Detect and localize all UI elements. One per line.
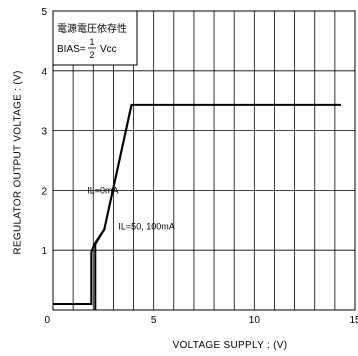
legend-title: 電源電圧依存性 <box>57 22 127 35</box>
x-tick-label: 5 <box>151 315 157 326</box>
y-tick-label: 3 <box>41 127 47 138</box>
legend-frac-den: 2 <box>89 50 94 60</box>
y-tick-label: 4 <box>41 67 47 78</box>
x-tick-label: 0 <box>44 315 50 326</box>
y-tick-label: 2 <box>41 186 47 197</box>
y-tick-label: 1 <box>41 246 47 257</box>
grid <box>53 11 355 310</box>
legend-box-frame <box>52 10 138 66</box>
plot-frame <box>52 10 356 311</box>
y-axis-label: REGULATOR OUTPUT VOLTAGE : (V) <box>13 70 24 254</box>
series-line <box>94 104 133 310</box>
x-tick-label: 15 <box>349 315 358 326</box>
legend-frac-num: 1 <box>89 37 94 47</box>
x-axis-label: VOLTAGE SUPPLY : (V) <box>173 340 288 351</box>
legend-bias-suffix: Vcc <box>100 44 117 55</box>
tick-labels: 0 5 10 15 5 4 3 2 1 <box>41 7 358 326</box>
legend-box: 電源電圧依存性 BIAS= 1 2 Vcc <box>52 10 138 66</box>
x-tick-label: 10 <box>249 315 261 326</box>
legend-bias-prefix: BIAS= <box>57 44 86 55</box>
annotations: IL=0mA IL=50, 100mA <box>87 185 175 231</box>
y-tick-label: 5 <box>41 7 47 18</box>
series-annotation: IL=50, 100mA <box>118 221 174 231</box>
series-lines <box>53 103 341 310</box>
series-annotation: IL=0mA <box>87 185 118 195</box>
